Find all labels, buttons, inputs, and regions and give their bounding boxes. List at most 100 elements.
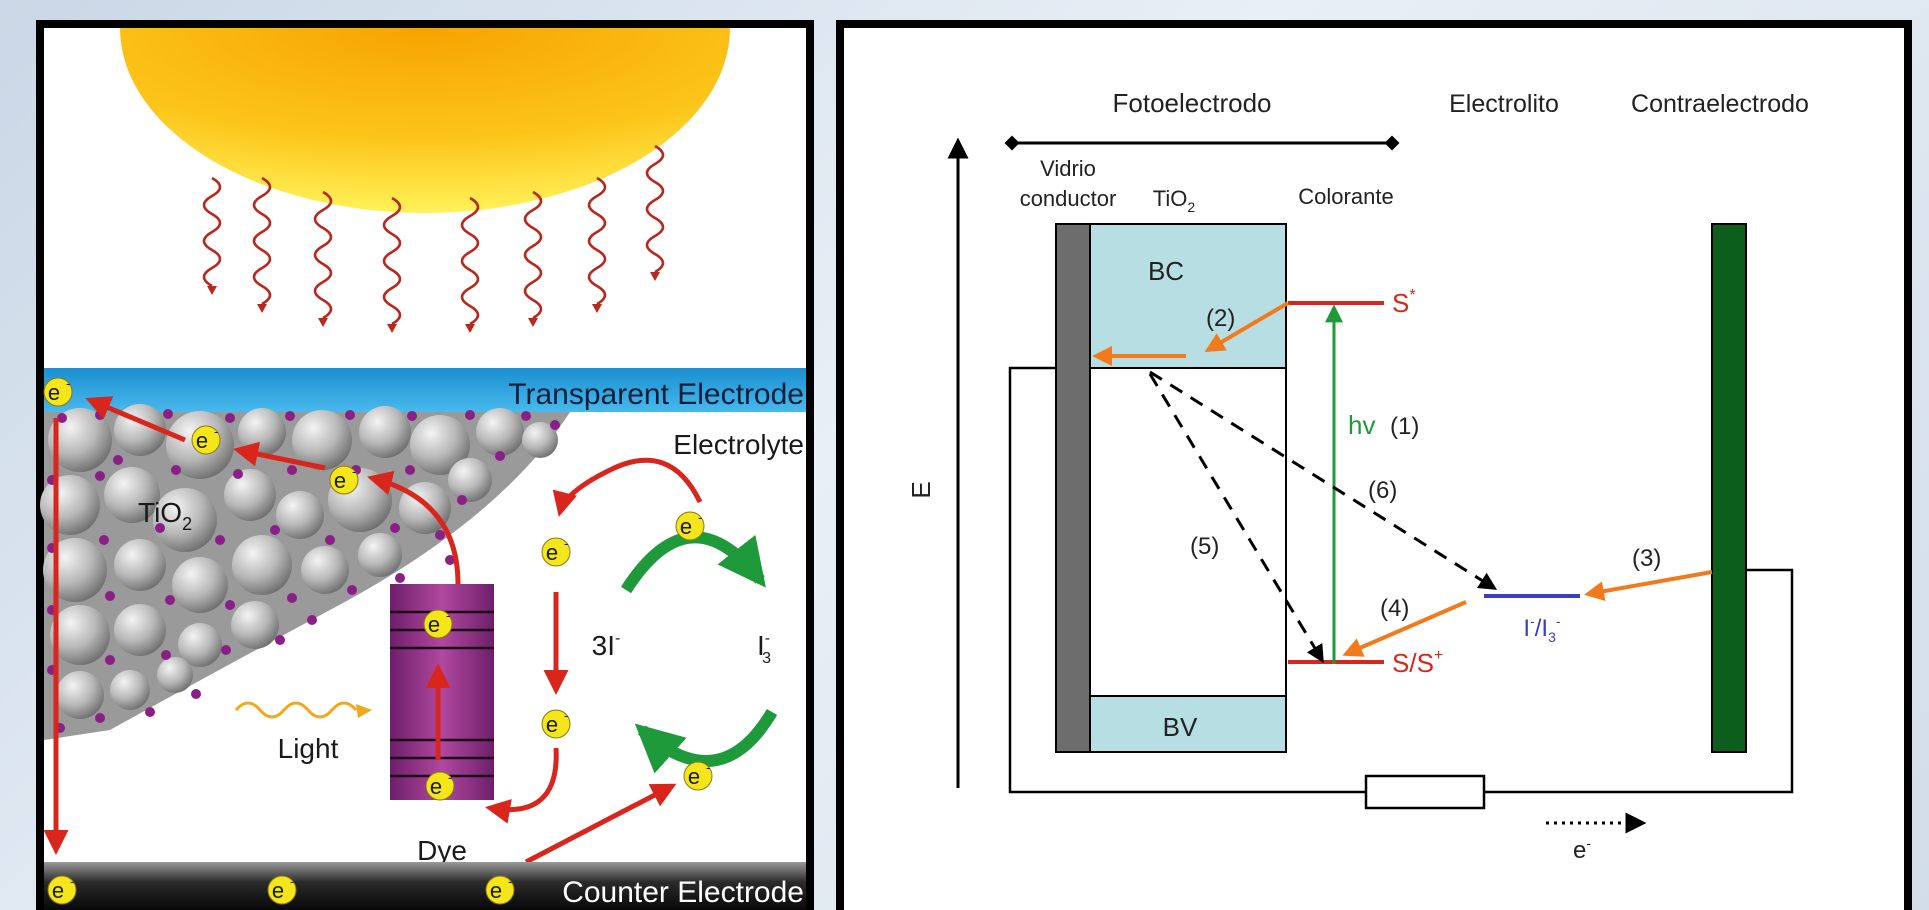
svg-text:-: - — [564, 708, 568, 723]
tio2-particles — [40, 404, 570, 740]
colorante-label: Colorante — [1298, 184, 1393, 209]
electron-icon: e- — [43, 376, 73, 407]
svg-text:-: - — [448, 770, 452, 785]
electron-icon: e- — [541, 708, 571, 739]
light-label: Light — [278, 733, 339, 764]
fotoelectrodo-label: Fotoelectrodo — [1113, 88, 1272, 118]
dye-label: Dye — [417, 835, 467, 866]
regeneration-arrow — [1342, 600, 1467, 657]
sun-icon — [120, 28, 730, 213]
svg-text:-: - — [70, 874, 74, 889]
svg-text:e: e — [546, 712, 558, 737]
tio2-column-label: TiO2 — [1153, 186, 1196, 215]
conductor-label: conductor — [1020, 186, 1117, 211]
counter-electrode-label: Counter Electrode — [562, 876, 804, 909]
injection-arrow — [1204, 301, 1290, 353]
transparent-electrode — [44, 368, 806, 412]
svg-text:e: e — [196, 428, 208, 453]
svg-text:-: - — [214, 424, 218, 439]
electron-icon: e- — [423, 608, 453, 639]
arrow — [552, 457, 703, 517]
bc-label: BC — [1148, 256, 1184, 286]
electron-icon: e- — [541, 536, 571, 567]
recombination-arrows — [1148, 370, 1498, 664]
svg-text:e: e — [334, 468, 346, 493]
counter-reduction-arrow — [1584, 570, 1713, 602]
svg-text:-: - — [352, 464, 356, 479]
transparent-electrode-label: Transparent Electrode — [508, 378, 804, 411]
electron-icon: e- — [425, 770, 455, 801]
step-2-label: (2) — [1206, 305, 1235, 332]
electron-icon: e- — [329, 464, 359, 495]
light-wave-icon — [313, 190, 333, 320]
contraelectrodo-label: Contraelectrodo — [1631, 90, 1809, 118]
vidrio-label: Vidrio — [1040, 156, 1096, 181]
recombination-to-dye-arrow — [1148, 373, 1324, 664]
left-panel: Transparent Electrode — [36, 20, 814, 910]
svg-text:-: - — [508, 874, 512, 889]
recombination-to-electrolyte-arrow — [1149, 370, 1498, 590]
svg-text:e: e — [48, 380, 60, 405]
reduction-arrow — [634, 708, 778, 774]
light-wave-icon — [645, 144, 665, 274]
svg-text:-: - — [290, 874, 294, 889]
electron-icon: e- — [47, 874, 77, 905]
svg-text:e: e — [428, 612, 440, 637]
svg-text:e: e — [430, 774, 442, 799]
iodide-label: 3I- — [592, 630, 621, 661]
electron-icon: e- — [683, 760, 713, 791]
svg-text:e: e — [52, 878, 64, 903]
step-1-label: (1) — [1390, 413, 1419, 440]
tio2-label: TiO2 — [138, 497, 192, 534]
electron-icon: e- — [675, 510, 705, 541]
light-wave-icon — [382, 196, 402, 326]
electron-icon: e- — [485, 874, 515, 905]
valence-band — [1089, 695, 1287, 753]
light-arrowhead-icon — [356, 704, 372, 718]
arrow — [524, 783, 677, 865]
electrolyte-label: Electrolyte — [673, 429, 804, 460]
svg-text:-: - — [698, 510, 702, 525]
counter-electrode — [44, 862, 806, 910]
arrow — [85, 396, 186, 443]
electrons: e- e- e- e- e- e- e- e- e- e- e- e- — [43, 376, 713, 905]
arrow — [233, 441, 326, 471]
svg-text:-: - — [446, 608, 450, 623]
step-4-label: (4) — [1380, 595, 1409, 622]
triiodide-label: I-3 — [757, 630, 771, 667]
light-waves — [202, 144, 665, 326]
svg-text:e: e — [546, 540, 558, 565]
svg-text:-: - — [706, 760, 710, 775]
svg-text:e: e — [272, 878, 284, 903]
svg-text:e: e — [490, 878, 502, 903]
conduction-band — [1089, 223, 1287, 369]
external-circuit — [1008, 366, 1794, 794]
svg-text:-: - — [564, 536, 568, 551]
svg-text:e: e — [688, 764, 700, 789]
energy-axis-label: E — [906, 481, 936, 498]
step-6-label: (6) — [1368, 477, 1397, 504]
load-resistor — [1364, 774, 1486, 810]
light-wave-icon — [202, 176, 222, 288]
light-wave-arrowheads — [207, 272, 660, 333]
light-wave-icon — [587, 176, 607, 306]
conducting-glass — [1055, 223, 1091, 753]
redox-label: I-/I3- — [1523, 613, 1560, 645]
svg-text:-: - — [66, 376, 70, 391]
svg-text:e: e — [680, 514, 692, 539]
electron-transfer-arrows — [1092, 301, 1713, 657]
hv-label: hv — [1348, 410, 1375, 440]
step-5-label: (5) — [1190, 533, 1219, 560]
arrow — [367, 470, 461, 585]
electron-icon: e- — [267, 874, 297, 905]
electron-flow-label: e- — [1573, 835, 1591, 864]
electrolito-label: Electrolito — [1449, 90, 1559, 118]
light-wave-icon — [460, 196, 480, 326]
right-panel: Fotoelectrodo Electrolito Contraelectrod… — [836, 20, 1912, 910]
bv-label: BV — [1163, 712, 1198, 742]
light-wave-icon — [234, 701, 358, 719]
step-3-label: (3) — [1632, 545, 1661, 572]
s-star-label: S* — [1392, 287, 1416, 318]
light-wave-icon — [252, 176, 272, 306]
